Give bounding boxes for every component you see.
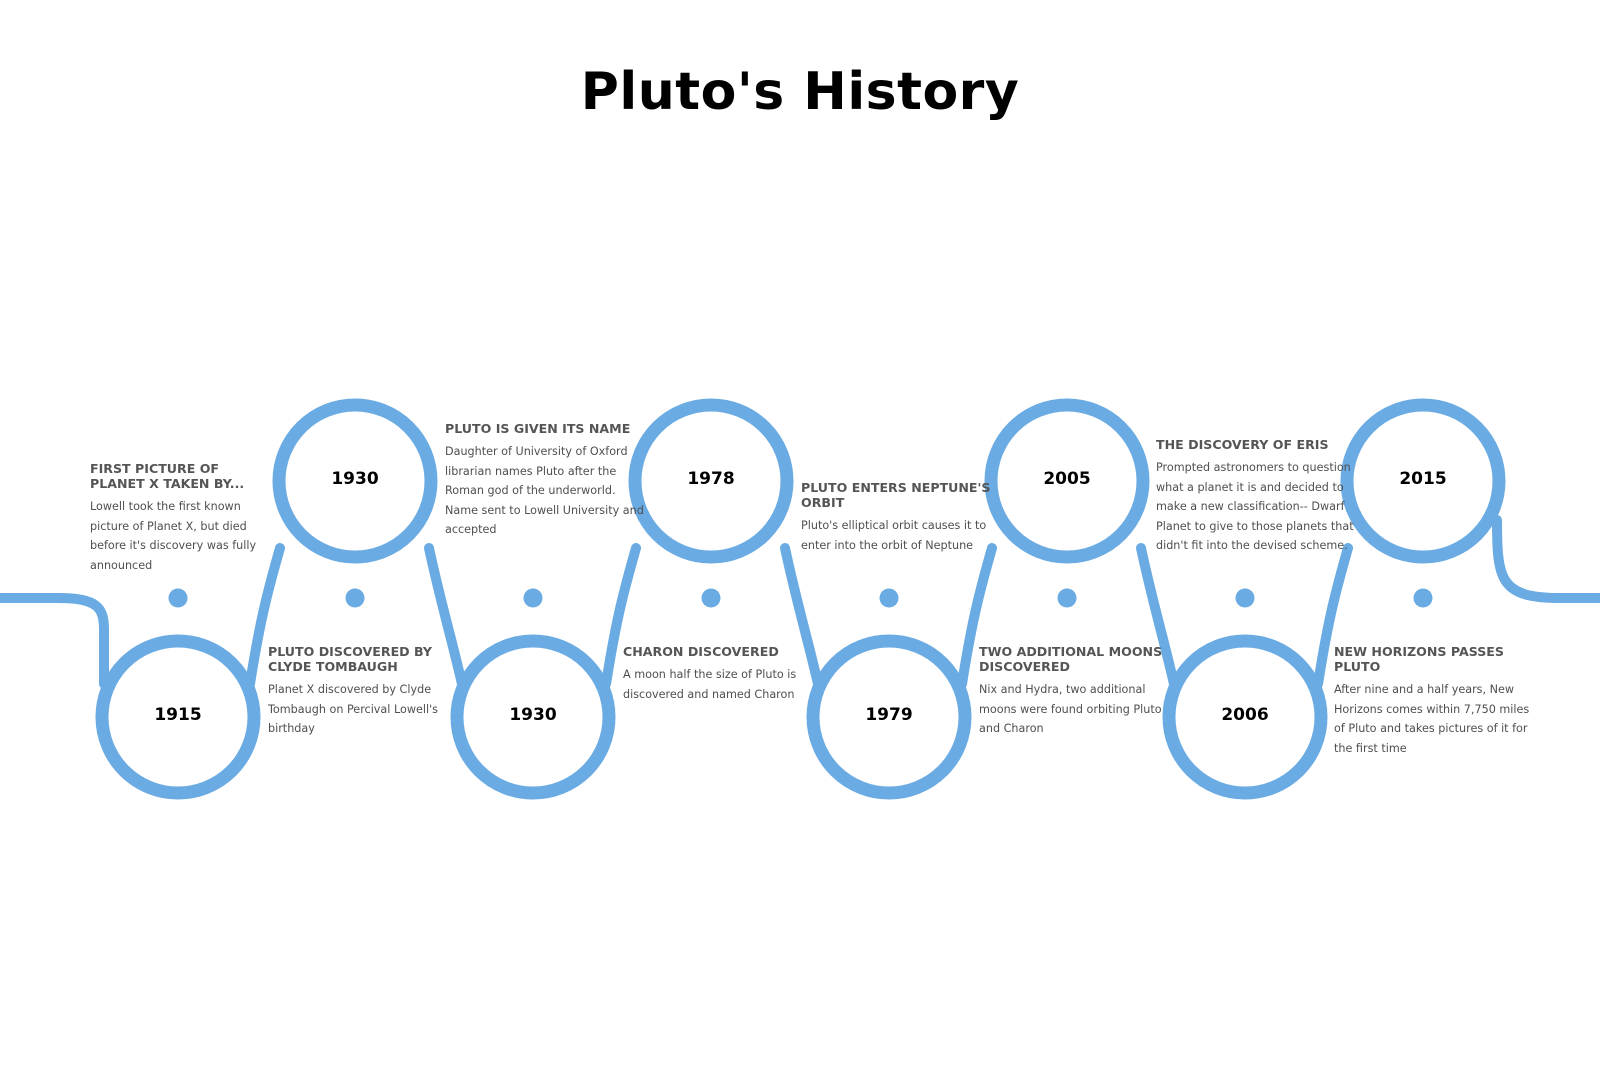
- event-card-2005: TWO ADDITIONAL MOONS DISCOVERED Nix and …: [979, 644, 1169, 739]
- year-circle: [95, 634, 261, 800]
- year-label: 1930: [331, 469, 379, 489]
- event-heading: TWO ADDITIONAL MOONS DISCOVERED: [979, 644, 1163, 674]
- event-description: Planet X discovered by Clyde Tombaugh on…: [268, 683, 438, 735]
- event-card-1978: CHARON DISCOVERED A moon half the size o…: [623, 644, 799, 704]
- event-description: Nix and Hydra, two additional moons were…: [979, 683, 1162, 735]
- year-circle: [1340, 398, 1506, 564]
- timeline-dot: [1057, 588, 1077, 608]
- year-label: 1915: [154, 705, 202, 725]
- event-heading: PLUTO ENTERS NEPTUNE'S ORBIT: [801, 480, 991, 510]
- event-heading: PLUTO DISCOVERED BY CLYDE TOMBAUGH: [268, 644, 433, 674]
- event-description: Lowell took the first known picture of P…: [90, 500, 257, 572]
- year-label: 2015: [1399, 469, 1447, 489]
- page-title: Pluto's History: [580, 62, 1020, 122]
- event-card-1915: FIRST PICTURE OF PLANET X TAKEN BY... Lo…: [90, 461, 278, 575]
- event-description: Pluto's elliptical orbit causes it to en…: [801, 519, 987, 552]
- timeline-dot: [168, 588, 188, 608]
- event-description: Daughter of University of Oxford librari…: [445, 445, 644, 536]
- timeline-dot: [1413, 588, 1433, 608]
- event-card-2006: THE DISCOVERY OF ERIS Prompted astronome…: [1156, 437, 1356, 556]
- year-circle: [450, 634, 616, 800]
- event-heading: PLUTO IS GIVEN ITS NAME: [445, 421, 631, 436]
- timeline-dot: [523, 588, 543, 608]
- year-label: 1930: [509, 705, 557, 725]
- event-card-2015: NEW HORIZONS PASSES PLUTO After nine and…: [1334, 644, 1534, 758]
- timeline-dot: [1235, 588, 1255, 608]
- year-circle: [806, 634, 972, 800]
- event-card-1930-name: PLUTO IS GIVEN ITS NAME Daughter of Univ…: [445, 421, 645, 540]
- year-label: 2005: [1043, 469, 1091, 489]
- event-card-1979: PLUTO ENTERS NEPTUNE'S ORBIT Pluto's ell…: [801, 480, 991, 555]
- year-label: 1979: [865, 705, 913, 725]
- year-circle: [272, 398, 438, 564]
- event-heading: THE DISCOVERY OF ERIS: [1156, 437, 1329, 452]
- event-heading: CHARON DISCOVERED: [623, 644, 779, 659]
- event-heading: FIRST PICTURE OF PLANET X TAKEN BY...: [90, 461, 245, 491]
- event-description: A moon half the size of Pluto is discove…: [623, 668, 797, 701]
- year-circle: [628, 398, 794, 564]
- timeline-dot: [345, 588, 365, 608]
- event-description: After nine and a half years, New Horizon…: [1334, 683, 1530, 755]
- event-heading: NEW HORIZONS PASSES PLUTO: [1334, 644, 1504, 674]
- year-circle: [1162, 634, 1328, 800]
- year-circle: [984, 398, 1150, 564]
- timeline-dot: [701, 588, 721, 608]
- timeline-dot: [879, 588, 899, 608]
- year-label: 2006: [1221, 705, 1269, 725]
- timeline-wave-line: [0, 515, 1600, 689]
- event-description: Prompted astronomers to question what a …: [1156, 461, 1354, 552]
- year-label: 1978: [687, 469, 735, 489]
- event-card-1930-discovery: PLUTO DISCOVERED BY CLYDE TOMBAUGH Plane…: [268, 644, 444, 739]
